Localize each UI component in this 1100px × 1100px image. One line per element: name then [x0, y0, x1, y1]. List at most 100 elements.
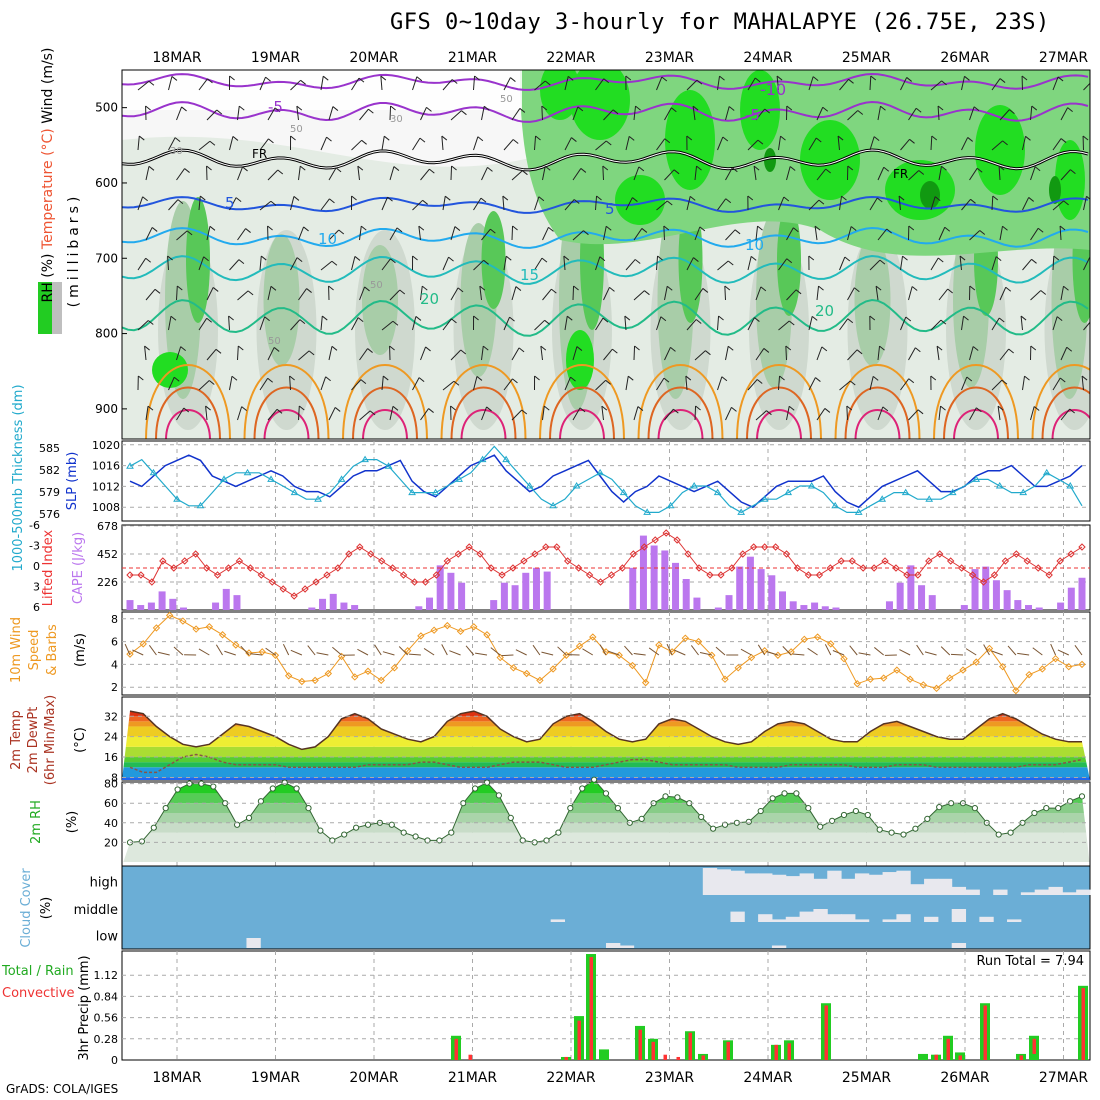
wind-barb	[259, 138, 269, 151]
wind-barb	[937, 105, 944, 111]
contour-label: 20	[815, 302, 834, 320]
wind-barb	[570, 376, 576, 382]
wind-barb	[857, 110, 864, 115]
wind-barb	[841, 195, 847, 201]
cape-bar	[682, 579, 690, 610]
wind-barb	[389, 166, 395, 181]
rh-marker	[448, 829, 455, 836]
wind-barb	[1022, 258, 1032, 271]
cloud-cell	[813, 878, 828, 895]
wind-barb	[1067, 107, 1073, 113]
rh-marker	[555, 829, 562, 836]
wind-barb	[937, 105, 940, 121]
rh-shade	[615, 175, 665, 225]
wind-barb	[727, 260, 734, 266]
wind-barb	[145, 227, 153, 241]
precip-conv-bar	[1019, 1055, 1023, 1060]
wind-barb	[359, 410, 371, 421]
wind-barb	[359, 286, 366, 301]
wind10-marker	[483, 631, 491, 639]
wind-barb	[979, 230, 986, 235]
cloud-cell	[854, 919, 870, 922]
wind-barb	[512, 139, 519, 144]
rh-tick: 60	[104, 797, 118, 810]
wind-barb	[267, 347, 275, 361]
wind10-marker	[589, 633, 597, 641]
wind-barb	[441, 135, 448, 141]
wind-barb	[776, 76, 779, 91]
contour-label: 5	[225, 194, 235, 212]
rh-marker	[269, 785, 276, 792]
li-marker	[892, 564, 900, 572]
wind-barb	[906, 77, 913, 82]
wind-barb	[563, 255, 570, 261]
wind-barb	[442, 79, 453, 91]
wind-barb	[1093, 166, 1098, 170]
wind-barb	[448, 256, 454, 262]
wind-barb	[268, 138, 274, 144]
wind-barb	[331, 345, 338, 351]
wind-barb	[331, 260, 338, 266]
rh-marker	[436, 837, 443, 844]
wind10-barb	[666, 643, 673, 656]
cape-bar	[982, 566, 990, 610]
cape-bar	[661, 550, 669, 610]
wind-barb	[902, 255, 908, 261]
wind-barb	[229, 136, 234, 151]
wind-barb	[198, 140, 211, 151]
wind-barb	[686, 79, 698, 91]
precip-conv-label: Convective	[2, 986, 75, 1001]
li-marker	[498, 571, 506, 579]
wind10-marker	[470, 623, 478, 631]
wind10-barb	[282, 643, 290, 656]
thickness-tick: 579	[39, 486, 60, 499]
cloud-cell	[771, 945, 787, 948]
precip-conv-bar	[774, 1044, 778, 1060]
wind-barb	[299, 165, 306, 171]
wind-barb	[717, 316, 720, 331]
rh-marker	[721, 821, 729, 828]
wind-barb	[625, 259, 636, 271]
wind-barb	[875, 285, 882, 291]
thickness-marker	[337, 475, 346, 482]
wind-barb	[605, 225, 612, 231]
cape-bar	[672, 562, 680, 610]
wind-barb	[731, 406, 737, 412]
wind-barb	[147, 320, 154, 325]
footer-credit: GrADS: COLA/IGES	[6, 1082, 119, 1096]
wind-barb	[577, 106, 584, 112]
wind-barb	[1060, 286, 1064, 301]
thickness-marker	[1042, 468, 1051, 476]
wind-barb	[270, 200, 277, 206]
rh-tick: 40	[104, 817, 118, 830]
wind-barb	[482, 345, 489, 351]
wind-barb	[326, 136, 332, 142]
wind-barb	[389, 406, 394, 421]
li-marker	[268, 578, 276, 586]
contour-minus10	[122, 72, 1089, 91]
wind10-barb	[874, 647, 884, 656]
wind-barb	[656, 377, 665, 391]
wind10-marker	[496, 653, 504, 662]
cape-bar	[1067, 587, 1075, 610]
thickness-line	[129, 445, 1083, 514]
wind-barb	[837, 136, 840, 151]
li-marker	[1056, 557, 1064, 565]
wind10-marker	[721, 675, 729, 683]
wind-barb	[267, 169, 279, 181]
wind-barb	[725, 106, 730, 121]
precip-conv-bar	[688, 1032, 692, 1060]
li-marker	[301, 585, 309, 593]
wind-barb	[1001, 379, 1008, 385]
wind10-marker	[959, 666, 967, 674]
rh-shade	[975, 105, 1025, 195]
wind-barb	[719, 75, 725, 81]
li-marker	[1001, 557, 1010, 565]
rh-marker	[138, 838, 145, 845]
date-label-bottom: 24MAR	[743, 1070, 792, 1086]
cape-bar	[918, 585, 926, 610]
wind-barb	[368, 108, 374, 114]
wind-barb	[1034, 166, 1041, 172]
li-marker	[377, 557, 386, 565]
precip-tick: 0.56	[94, 1012, 119, 1025]
